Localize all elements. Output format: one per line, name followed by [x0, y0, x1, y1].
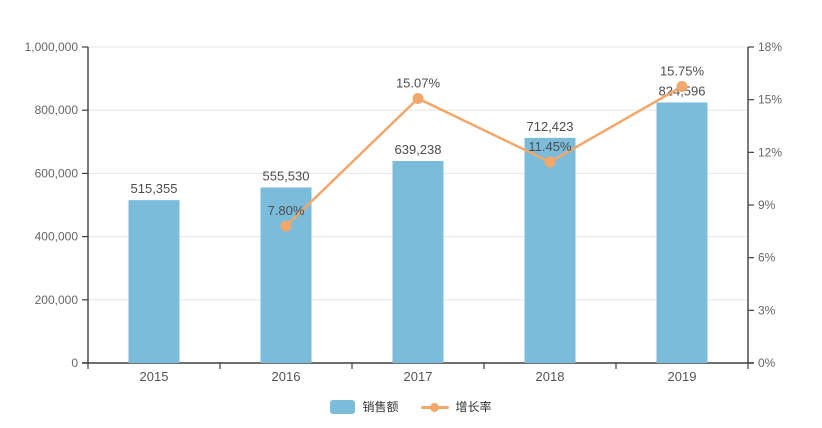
- x-axis-category-label: 2019: [668, 369, 697, 384]
- x-axis-category-label: 2017: [404, 369, 433, 384]
- line-marker-2017[interactable]: [412, 92, 424, 104]
- y-axis-right-tick-label: 12%: [758, 145, 782, 159]
- y-axis-right-tick-label: 0%: [758, 356, 776, 370]
- line-swatch-dot-icon: [430, 402, 439, 412]
- bar-value-label: 555,530: [263, 168, 310, 183]
- bar-2015[interactable]: [128, 200, 180, 363]
- line-marker-2018[interactable]: [544, 156, 556, 168]
- y-axis-right-tick-label: 18%: [758, 40, 782, 54]
- line-value-label: 7.80%: [268, 203, 305, 218]
- growth-line: [284, 85, 684, 228]
- line-series-swatch-icon: [420, 400, 449, 414]
- x-axis-category-label: 2018: [536, 369, 565, 384]
- line-marker-2016[interactable]: [280, 220, 292, 232]
- y-axis-right-tick-label: 15%: [758, 93, 782, 107]
- x-axis-category-label: 2016: [272, 369, 301, 384]
- legend-item-growth[interactable]: 增长率: [420, 400, 492, 414]
- y-axis-left-tick-label: 400,000: [35, 230, 79, 244]
- bar-2019[interactable]: [656, 102, 708, 363]
- y-axis-right-tick-label: 9%: [758, 198, 776, 212]
- y-axis-left-tick-label: 0: [71, 356, 78, 370]
- bar-2018[interactable]: [524, 137, 576, 363]
- bar-value-label: 515,355: [131, 181, 178, 196]
- y-axis-left-tick-label: 1,000,000: [25, 40, 79, 54]
- line-value-label: 11.45%: [528, 139, 572, 154]
- x-axis-category-label: 2015: [140, 369, 169, 384]
- legend-item-sales[interactable]: 销售额: [330, 400, 399, 414]
- bar-2017[interactable]: [392, 161, 444, 363]
- bar-value-label: 639,238: [395, 142, 442, 157]
- y-axis-right-tick-label: 6%: [758, 251, 776, 265]
- bar-2016[interactable]: [260, 187, 312, 363]
- bar-series-swatch-icon: [330, 400, 356, 414]
- y-axis-left-tick-label: 600,000: [35, 166, 79, 180]
- legend-label-growth: 增长率: [455, 400, 492, 414]
- line-value-label: 15.07%: [396, 75, 441, 90]
- legend-label-sales: 销售额: [362, 400, 399, 414]
- line-marker-2019[interactable]: [676, 81, 688, 92]
- y-axis-left-tick-label: 200,000: [35, 293, 79, 307]
- bar-value-label: 712,423: [527, 119, 574, 134]
- line-value-label: 15.75%: [660, 64, 705, 79]
- chart-legend: 销售额 增长率: [0, 394, 822, 420]
- y-axis-right-tick-label: 3%: [758, 303, 776, 317]
- y-axis-left-tick-label: 800,000: [35, 103, 79, 117]
